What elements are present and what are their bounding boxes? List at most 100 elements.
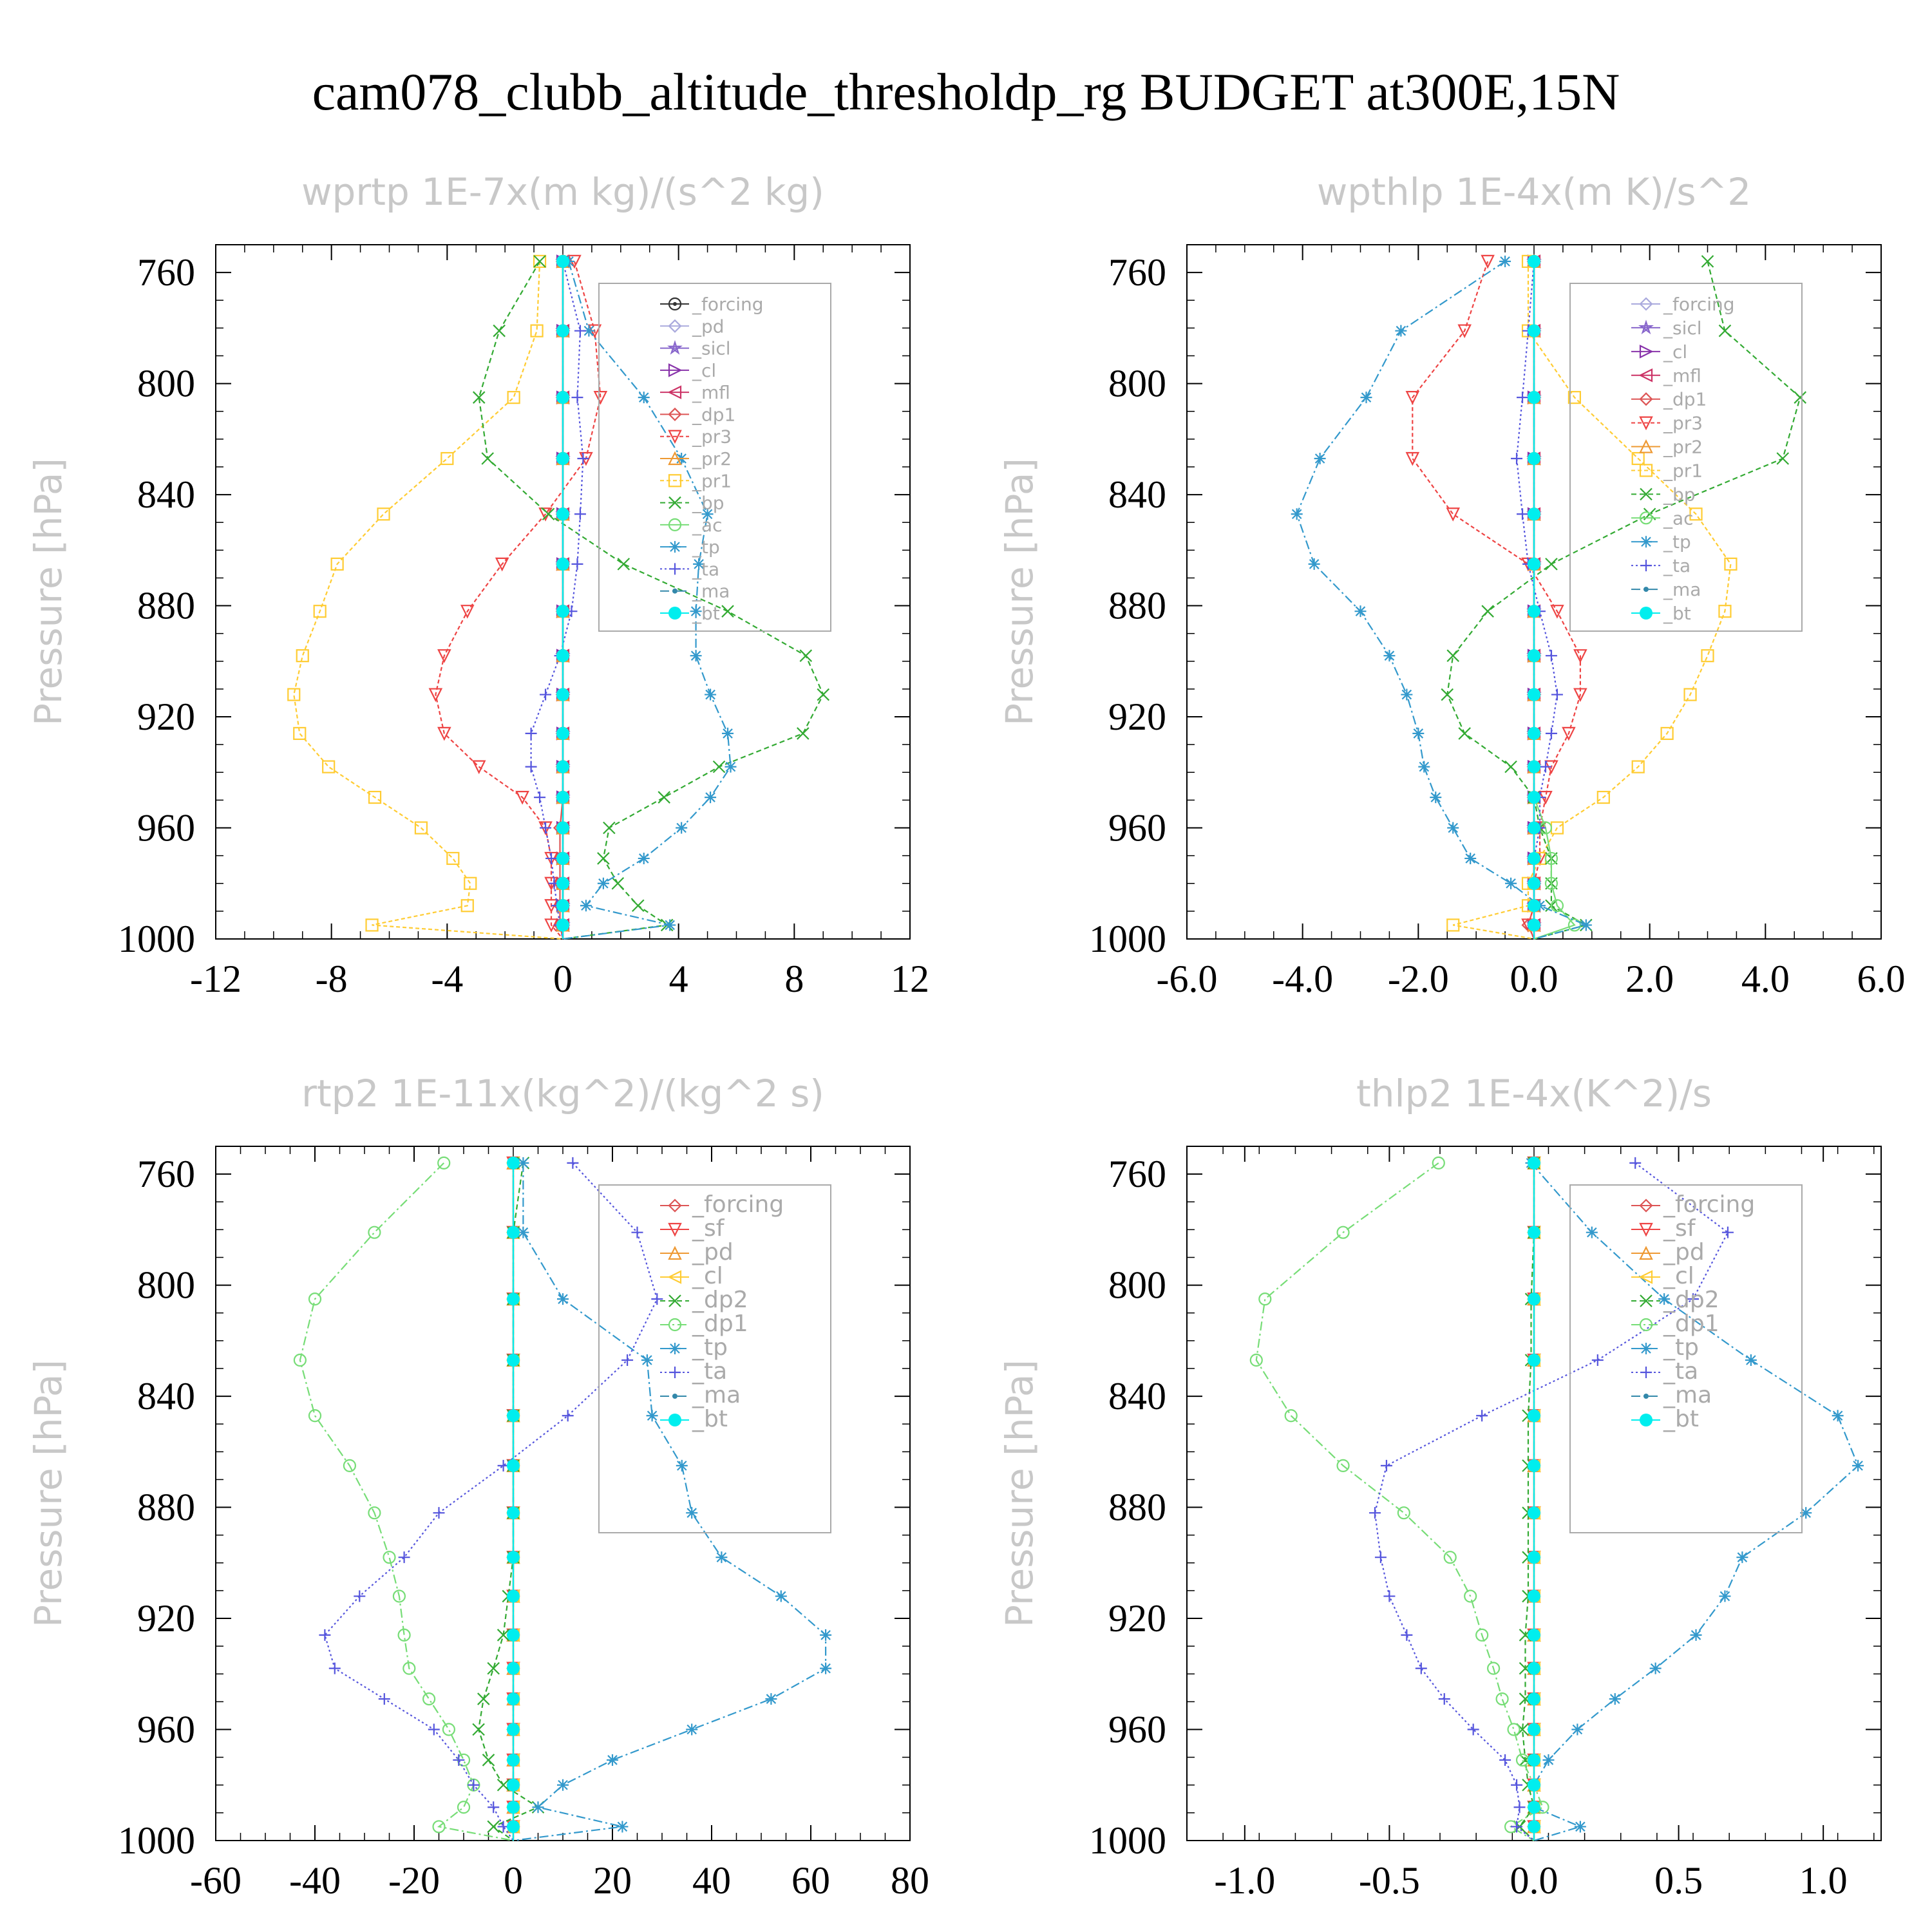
- data-point: [1701, 255, 1714, 268]
- data-point: [1446, 649, 1460, 662]
- x-tick-label: -40: [289, 1859, 341, 1902]
- data-point: [1528, 760, 1540, 773]
- legend-marker: [1638, 368, 1653, 383]
- legend-marker: [669, 1343, 681, 1354]
- data-point: [293, 726, 307, 741]
- series-line: [1374, 1162, 1729, 1841]
- data-point: [378, 1693, 390, 1705]
- data-point: [1528, 254, 1540, 268]
- data-point: [1544, 876, 1558, 890]
- y-tick-label: 880: [1108, 585, 1166, 627]
- data-point: [460, 899, 474, 913]
- legend-marker: [669, 1367, 681, 1378]
- data-point: [1528, 452, 1540, 466]
- data-point: [562, 1410, 574, 1422]
- legend-label: _dp2: [692, 1287, 748, 1313]
- legend-marker: [1638, 1270, 1653, 1284]
- legend-label: _pr3: [692, 426, 732, 448]
- data-point: [402, 1662, 416, 1675]
- data-point: [507, 1459, 520, 1472]
- legend-marker: [1640, 536, 1652, 548]
- x-tick-label: -8: [316, 958, 348, 1000]
- legend-item: _pr3: [1631, 413, 1703, 434]
- legend-label: _ma: [692, 1382, 741, 1408]
- data-point: [1539, 761, 1551, 773]
- y-axis-label: Pressure [hPa]: [998, 458, 1041, 726]
- x-axis: -12 -8 -4 0 4 8 12: [190, 245, 929, 1000]
- legend-marker: [1639, 416, 1653, 431]
- data-point: [1467, 1723, 1479, 1736]
- legend-marker: [1639, 345, 1654, 359]
- data-point: [1511, 453, 1523, 465]
- data-point: [330, 557, 344, 571]
- panel-title: wprtp 1E-7x(m kg)/(s^2 kg): [301, 170, 824, 214]
- data-point: [1528, 1692, 1540, 1706]
- legend-item: _tp: [1631, 1334, 1699, 1361]
- data-point: [607, 1754, 618, 1766]
- legend: _forcing_pd_sicl_cl_mfl_dp1_pr3_pr2_pr1_…: [598, 283, 831, 632]
- legend-marker: [1638, 319, 1654, 335]
- data-point: [525, 727, 537, 739]
- data-point: [1683, 688, 1697, 701]
- legend-marker: [669, 541, 681, 553]
- data-point: [517, 1226, 529, 1238]
- series-dp2: [1513, 1157, 1540, 1841]
- data-point: [799, 649, 813, 662]
- data-point: [296, 649, 309, 663]
- legend-marker: [1639, 1245, 1653, 1260]
- data-point: [442, 1723, 456, 1736]
- data-point: [488, 1801, 500, 1814]
- data-point: [556, 918, 569, 932]
- y-tick-label: 1000: [1089, 1819, 1166, 1862]
- data-point: [1528, 1662, 1540, 1675]
- data-point: [1258, 1293, 1272, 1306]
- legend-item: _ta: [1631, 1358, 1698, 1385]
- data-point: [638, 392, 650, 404]
- legend-marker: [1640, 1294, 1653, 1307]
- data-point: [1776, 452, 1790, 465]
- legend-label: _ma: [1663, 1382, 1712, 1408]
- data-point: [1528, 1589, 1540, 1603]
- data-point: [676, 822, 688, 834]
- data-point: [1580, 919, 1592, 931]
- data-point: [556, 726, 569, 740]
- data-point: [472, 1723, 485, 1736]
- data-point: [397, 1628, 411, 1642]
- series-dp1: [553, 254, 570, 940]
- data-point: [574, 325, 586, 337]
- data-point: [540, 688, 552, 701]
- legend-marker: [1639, 1222, 1653, 1237]
- data-point: [398, 1551, 410, 1564]
- legend-item: _cl: [1631, 1263, 1694, 1289]
- data-point: [1443, 1551, 1457, 1564]
- data-point: [641, 1354, 653, 1367]
- legend-label: _forcing: [692, 294, 764, 315]
- y-axis: 760 800 840 880 920 960 1000: [118, 1146, 910, 1862]
- legend-label: _ta: [1663, 1358, 1698, 1385]
- data-point: [471, 760, 486, 775]
- data-point: [1567, 391, 1581, 404]
- legend-label: _sf: [1663, 1215, 1696, 1242]
- x-tick-label: 2.0: [1625, 958, 1674, 1000]
- data-point: [1629, 1157, 1642, 1169]
- x-tick-label: 0: [504, 1859, 523, 1902]
- legend-item: _pd: [660, 1239, 734, 1265]
- data-point: [1528, 1723, 1540, 1736]
- y-tick-label: 760: [1108, 251, 1166, 294]
- data-point: [507, 1662, 520, 1675]
- data-point: [1405, 391, 1420, 405]
- data-point: [617, 558, 630, 571]
- series-line: [477, 1162, 540, 1841]
- legend-marker: [1639, 297, 1653, 311]
- legend-item: _pr2: [660, 448, 732, 469]
- data-point: [646, 1410, 658, 1422]
- legend-marker: [668, 1414, 681, 1426]
- y-tick-label: 920: [1108, 696, 1166, 738]
- data-point: [1438, 1693, 1450, 1705]
- y-tick-label: 880: [1108, 1486, 1166, 1529]
- series-tp: [1291, 255, 1592, 940]
- series-bt: [507, 1156, 520, 1841]
- data-point: [567, 1157, 579, 1169]
- data-point: [1528, 899, 1540, 913]
- data-point: [556, 899, 569, 913]
